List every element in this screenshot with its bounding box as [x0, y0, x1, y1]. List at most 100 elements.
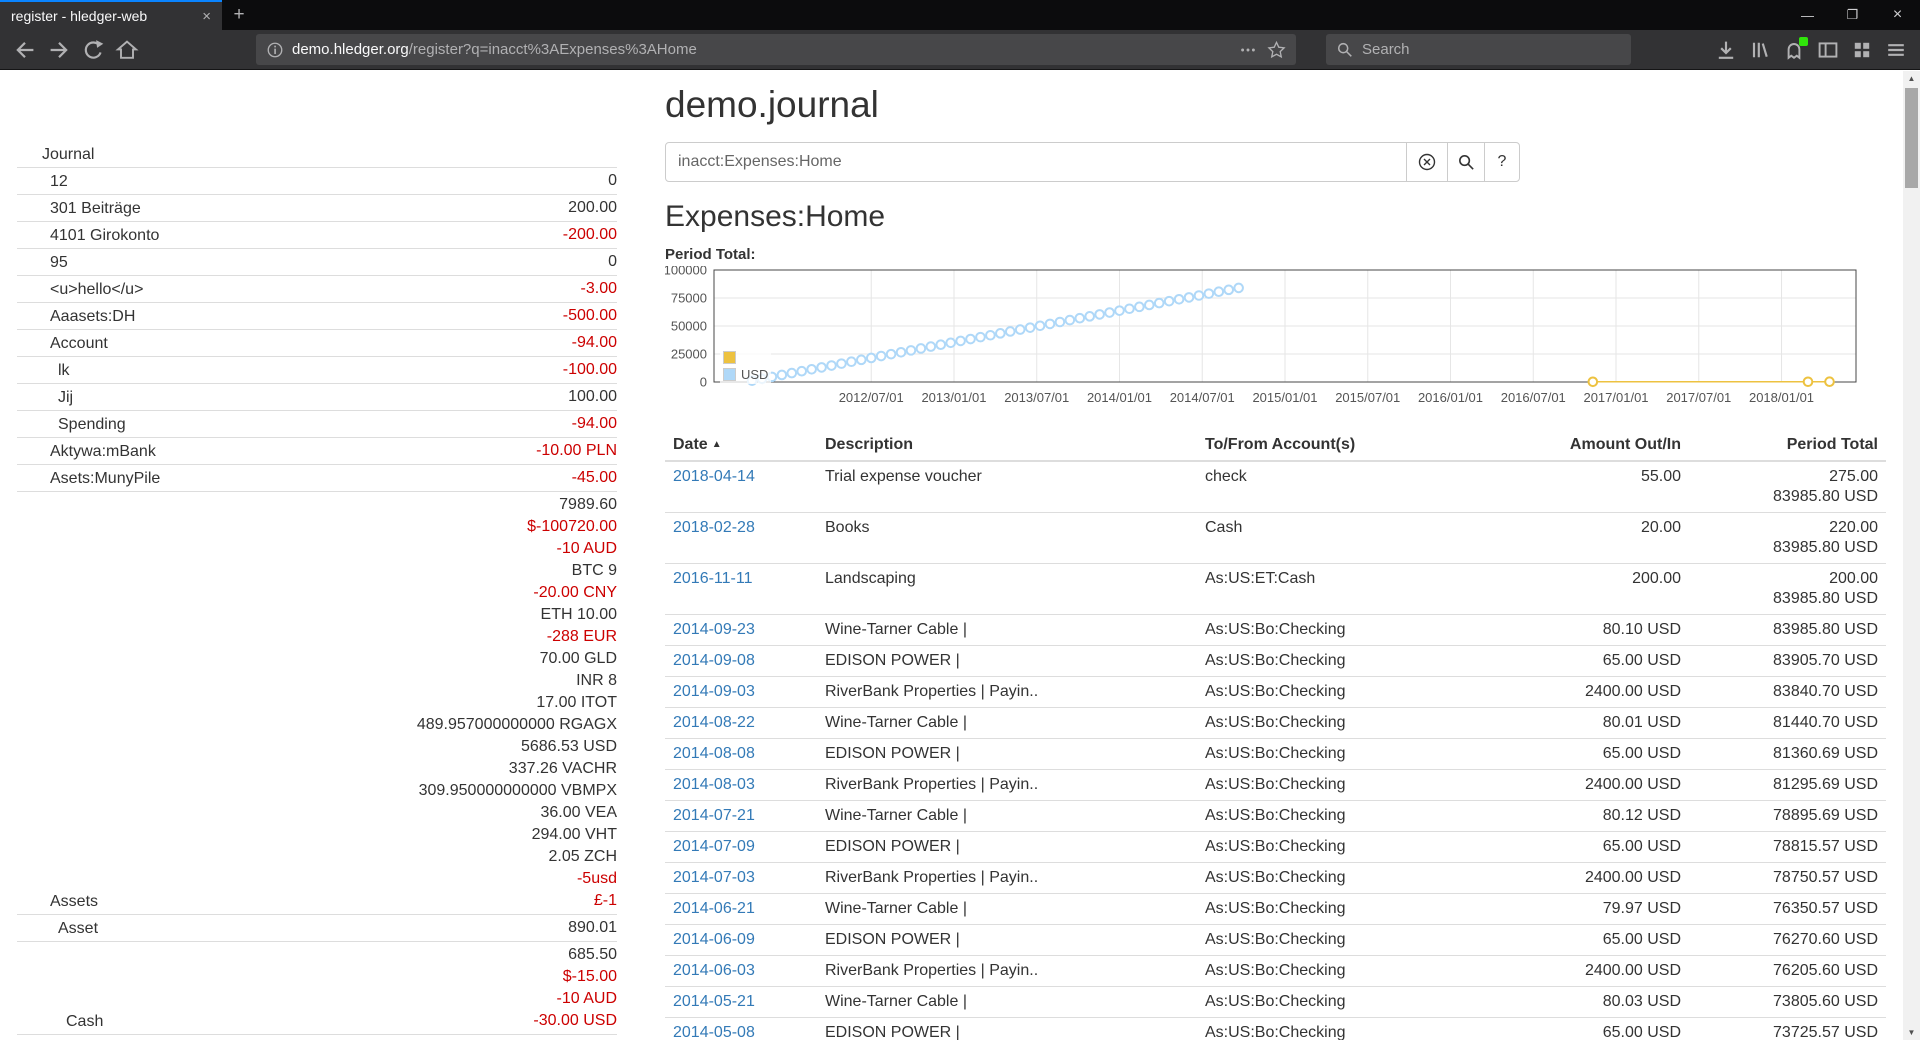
transaction-description: Landscaping	[817, 563, 1197, 615]
window-minimize-button[interactable]: —	[1801, 7, 1814, 23]
extension-icon[interactable]	[1778, 34, 1810, 66]
new-tab-button[interactable]: +	[233, 4, 245, 25]
balance-amount: ETH 10.00	[540, 606, 617, 623]
account-name[interactable]: Aaasets:DH	[50, 308, 136, 325]
period-total-line: 78750.57 USD	[1773, 869, 1878, 886]
transaction-date-link[interactable]: 2014-05-08	[673, 1024, 755, 1040]
chart-legend: USD	[720, 348, 772, 384]
account-name[interactable]: lk	[58, 362, 70, 379]
downloads-icon[interactable]	[1710, 34, 1742, 66]
balance-amount: -10 AUD	[556, 540, 617, 557]
transaction-date-link[interactable]: 2018-04-14	[673, 468, 755, 485]
transaction-date-link[interactable]: 2014-09-03	[673, 683, 755, 700]
period-total-line: 76350.57 USD	[1773, 900, 1878, 917]
query-input[interactable]	[665, 142, 1407, 182]
transaction-description: Wine-Tarner Cable |	[817, 800, 1197, 832]
scroll-up-icon[interactable]: ▲	[1907, 74, 1916, 83]
transaction-period-total: 83840.70 USD	[1689, 676, 1886, 708]
transaction-account: As:US:Bo:Checking	[1197, 955, 1527, 987]
scroll-down-icon[interactable]: ▼	[1907, 1028, 1916, 1037]
account-name[interactable]: Spending	[58, 416, 126, 433]
column-header-amount[interactable]: Amount Out/In	[1527, 430, 1689, 462]
sidebar-toggle-icon[interactable]	[1812, 34, 1844, 66]
transaction-date-link[interactable]: 2014-06-21	[673, 900, 755, 917]
url-domain: demo.hledger.org	[292, 41, 409, 58]
journal-title: demo.journal	[665, 84, 879, 125]
reload-button[interactable]	[76, 34, 110, 66]
transaction-date-link[interactable]: 2014-06-09	[673, 931, 755, 948]
account-name[interactable]: Journal	[42, 146, 95, 163]
transaction-amount: 65.00 USD	[1527, 645, 1689, 677]
transaction-description: EDISON POWER |	[817, 831, 1197, 863]
transaction-date-link[interactable]: 2014-08-22	[673, 714, 755, 731]
account-name[interactable]: Cash	[66, 1013, 104, 1030]
menu-hamburger-icon[interactable]	[1880, 34, 1912, 66]
transaction-amount: 2400.00 USD	[1527, 955, 1689, 987]
account-name[interactable]: Jij	[58, 389, 74, 406]
window-maximize-button[interactable]: ❐	[1846, 7, 1859, 22]
site-info-icon[interactable]	[266, 41, 284, 59]
transaction-description: RiverBank Properties | Payin..	[817, 676, 1197, 708]
page-actions-icon[interactable]	[1239, 41, 1257, 59]
search-submit-button[interactable]	[1447, 142, 1485, 182]
account-name[interactable]: Aktywa:mBank	[50, 443, 156, 460]
transaction-date-link[interactable]: 2014-08-03	[673, 776, 755, 793]
account-name[interactable]: <u>hello</u>	[50, 281, 144, 298]
transaction-date-link[interactable]: 2014-09-23	[673, 621, 755, 638]
url-bar[interactable]: demo.hledger.org/register?q=inacct%3AExp…	[256, 34, 1296, 65]
transaction-amount: 80.01 USD	[1527, 707, 1689, 739]
column-header-description[interactable]: Description	[817, 430, 1197, 462]
query-form: ?	[665, 142, 1886, 182]
balance-amount: -10.00 PLN	[536, 442, 617, 459]
transaction-account: As:US:Bo:Checking	[1197, 676, 1527, 708]
window-close-button[interactable]: ×	[1892, 6, 1903, 23]
column-header-account[interactable]: To/From Account(s)	[1197, 430, 1527, 462]
transaction-date-link[interactable]: 2014-07-09	[673, 838, 755, 855]
transaction-date-link[interactable]: 2018-02-28	[673, 519, 755, 536]
account-balance: 0	[608, 251, 617, 273]
transaction-date-link[interactable]: 2014-06-03	[673, 962, 755, 979]
transaction-date-link[interactable]: 2014-07-03	[673, 869, 755, 886]
forward-button[interactable]	[42, 34, 76, 66]
transaction-date-link[interactable]: 2014-07-21	[673, 807, 755, 824]
library-icon[interactable]	[1744, 34, 1776, 66]
account-name[interactable]: Asset	[58, 920, 99, 937]
svg-text:2014/07/01: 2014/07/01	[1170, 390, 1235, 405]
browser-tab[interactable]: register - hledger-web ×	[0, 0, 222, 30]
scrollbar-thumb[interactable]	[1905, 88, 1918, 188]
legend-item: USD	[723, 366, 768, 383]
transaction-date-link[interactable]: 2014-05-21	[673, 993, 755, 1010]
transaction-date-link[interactable]: 2014-09-08	[673, 652, 755, 669]
transaction-date-cell: 2014-07-09	[665, 831, 817, 863]
account-name[interactable]: 95	[50, 254, 68, 271]
transaction-account: As:US:Bo:Checking	[1197, 645, 1527, 677]
account-balance: 100.00	[568, 386, 617, 408]
chart[interactable]: 0 25000 50000 75000 100000 2012/07/01 2013/01/…	[664, 263, 1886, 418]
transaction-date-cell: 2014-09-08	[665, 645, 817, 677]
svg-text:0: 0	[700, 375, 707, 390]
account-name[interactable]: 301 Beiträge	[50, 200, 141, 217]
vertical-scrollbar[interactable]: ▲ ▼	[1903, 71, 1920, 1040]
account-balance: -10.00 PLN	[536, 440, 617, 462]
account-name[interactable]: Account	[50, 335, 108, 352]
transaction-date-link[interactable]: 2016-11-11	[673, 570, 753, 587]
home-button[interactable]	[110, 34, 144, 66]
period-total-plot[interactable]: 0 25000 50000 75000 100000 2012/07/01 2013/01/…	[664, 263, 1886, 418]
account-name[interactable]: 4101 Girokonto	[50, 227, 160, 244]
apps-grid-icon[interactable]	[1846, 34, 1878, 66]
balance-amount: -10 AUD	[556, 990, 617, 1007]
clear-query-button[interactable]	[1406, 142, 1448, 182]
back-button[interactable]	[8, 34, 42, 66]
tab-close-icon[interactable]: ×	[202, 7, 211, 25]
account-row: <u>hello</u> -3.00	[17, 275, 617, 302]
help-button[interactable]: ?	[1484, 142, 1520, 182]
bookmark-star-icon[interactable]	[1267, 40, 1286, 59]
account-name[interactable]: 12	[50, 173, 68, 190]
account-name[interactable]: Assets	[50, 893, 99, 910]
column-header-period-total[interactable]: Period Total	[1689, 430, 1886, 462]
transaction-amount: 200.00	[1527, 563, 1689, 615]
account-name[interactable]: Asets:MunyPile	[50, 470, 161, 487]
browser-search-field[interactable]: Search	[1326, 34, 1631, 65]
transaction-date-link[interactable]: 2014-08-08	[673, 745, 755, 762]
column-header-date[interactable]: Date ▲	[665, 430, 817, 462]
